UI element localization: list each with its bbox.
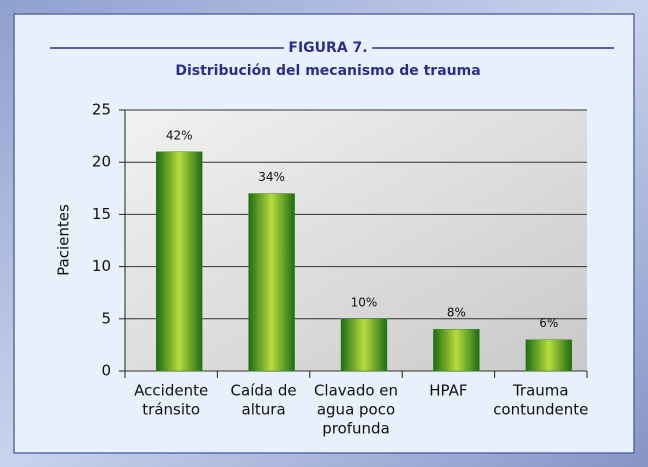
bar [433, 328, 480, 372]
y-tick-label: 5 [101, 309, 111, 327]
bar [248, 193, 295, 372]
data-label: 8% [447, 306, 466, 320]
data-label: 10% [351, 295, 378, 309]
data-label: 6% [539, 316, 558, 330]
y-tick-label: 15 [92, 205, 111, 223]
y-tick-label: 25 [92, 101, 111, 119]
chart-title: FIGURA 7. [288, 40, 367, 56]
x-tick-label: agua poco [317, 401, 395, 419]
y-axis-label: Pacientes [55, 204, 73, 276]
x-tick-label: contundente [493, 401, 588, 419]
bar [525, 339, 573, 372]
y-tick-label: 0 [101, 362, 111, 380]
x-tick-label: profunda [322, 420, 390, 438]
data-label: 42% [166, 128, 193, 142]
x-tick-label: altura [242, 401, 286, 419]
x-tick-label: Caída de [231, 382, 297, 400]
x-tick-label: Clavado en [314, 382, 398, 400]
x-tick-label: tránsito [142, 401, 200, 419]
x-tick-label: Trauma [512, 382, 569, 400]
x-tick-label: HPAF [429, 382, 467, 400]
chart-subtitle: Distribución del mecanismo de trauma [175, 63, 480, 79]
bar [340, 318, 388, 372]
y-tick-label: 20 [92, 153, 111, 171]
y-tick-label: 10 [92, 257, 111, 275]
bar [155, 151, 203, 372]
x-tick-label: Accidente [134, 382, 208, 400]
data-label: 34% [258, 170, 285, 184]
